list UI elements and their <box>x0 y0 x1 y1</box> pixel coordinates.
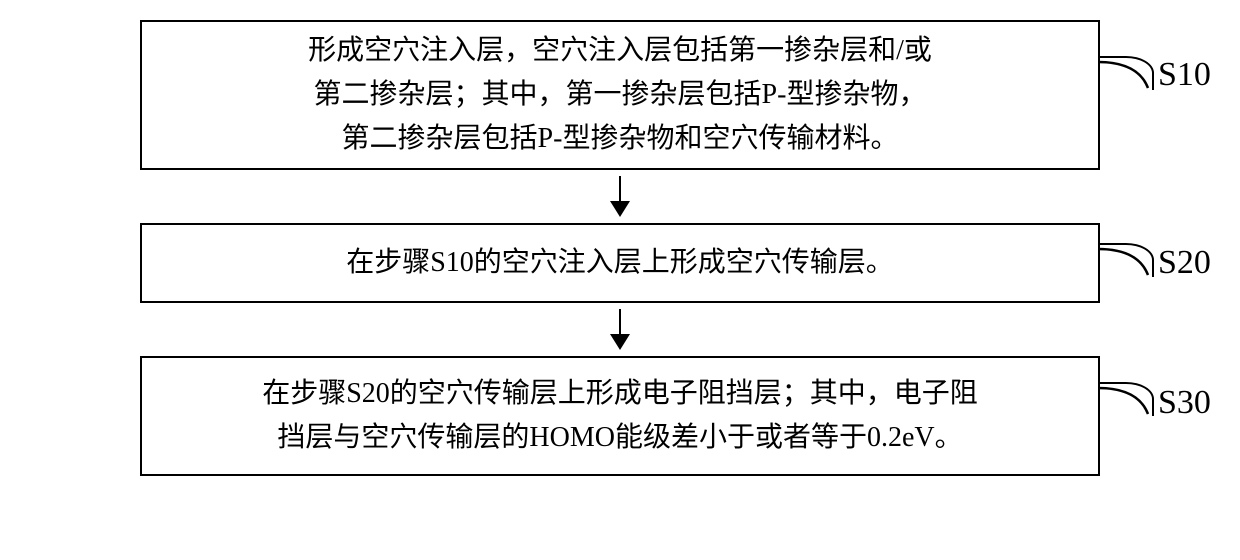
label-connector <box>1098 382 1154 416</box>
label-connector <box>1098 243 1154 277</box>
arrow-shaft <box>619 309 621 335</box>
arrow-head <box>610 201 630 217</box>
flowchart-container: 形成空穴注入层，空穴注入层包括第一掺杂层和/或 第二掺杂层；其中，第一掺杂层包括… <box>60 20 1180 476</box>
step-text: 第二掺杂层包括P-型掺杂物和空穴传输材料。 <box>342 117 899 161</box>
arrow-down-icon <box>140 309 1100 350</box>
step-text: 挡层与空穴传输层的HOMO能级差小于或者等于0.2eV。 <box>277 416 962 460</box>
step-box-s10: 形成空穴注入层，空穴注入层包括第一掺杂层和/或 第二掺杂层；其中，第一掺杂层包括… <box>140 20 1100 170</box>
step-text: 形成空穴注入层，空穴注入层包括第一掺杂层和/或 <box>308 29 932 73</box>
arrow-shaft <box>619 176 621 202</box>
step-box-s30: 在步骤S20的空穴传输层上形成电子阻挡层；其中，电子阻 挡层与空穴传输层的HOM… <box>140 356 1100 476</box>
label-connector <box>1098 56 1154 90</box>
step-box-s20: 在步骤S10的空穴注入层上形成空穴传输层。 <box>140 223 1100 303</box>
step-text: 第二掺杂层；其中，第一掺杂层包括P-型掺杂物， <box>314 73 927 117</box>
arrow-down-icon <box>140 176 1100 217</box>
arrow-head <box>610 334 630 350</box>
step-text: 在步骤S20的空穴传输层上形成电子阻挡层；其中，电子阻 <box>262 372 978 416</box>
step-label-s20: S20 <box>1158 244 1211 282</box>
step-label-s10: S10 <box>1158 56 1211 94</box>
step-text: 在步骤S10的空穴注入层上形成空穴传输层。 <box>346 241 894 285</box>
step-label-s30: S30 <box>1158 384 1211 422</box>
